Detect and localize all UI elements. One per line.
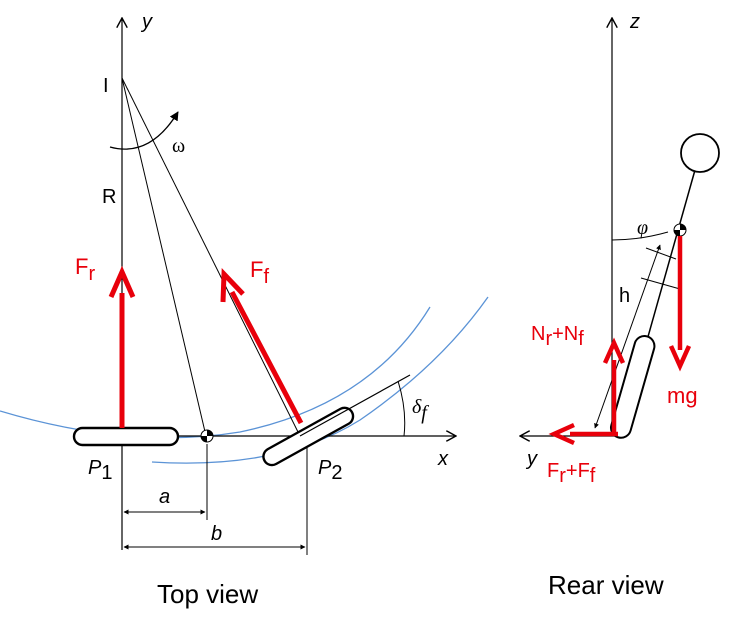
height-tick-mid: [640, 277, 681, 290]
rear-force-label: Fr: [75, 254, 95, 285]
normal-force-label: Nr+Nf: [531, 323, 584, 350]
front-wheel: [262, 406, 355, 467]
front-force-arrow: [229, 290, 304, 425]
rear-y-axis-label: y: [525, 448, 538, 470]
line-to-front-contact: [121, 77, 301, 437]
line-to-cog: [121, 77, 207, 437]
center-of-gravity-icon: [200, 429, 214, 443]
dim-b-label: b: [211, 523, 222, 545]
steer-angle-label: δf: [412, 396, 429, 424]
rear-contact-label: P1: [88, 457, 112, 484]
top-view: y x I ω R δf Fr: [0, 11, 489, 609]
rear-view-caption: Rear view: [548, 570, 664, 600]
top-view-caption: Top view: [157, 579, 258, 609]
x-axis-label: x: [437, 448, 449, 470]
rear-force-arrowhead: [108, 265, 136, 299]
center-label: I: [103, 75, 109, 97]
rear-wheel-path-arc: [0, 306, 431, 439]
omega-arrow: [109, 111, 179, 150]
lateral-force-label: Fr+Ff: [547, 460, 596, 487]
steer-angle-arc: [397, 380, 406, 437]
lateral-force-arrowhead: [548, 422, 575, 446]
front-wheel-path-arc: [151, 296, 489, 464]
rear-view: z y φ h Nr+Nf Fr+Ff: [520, 11, 720, 600]
front-contact-label: P2: [318, 457, 342, 484]
height-tick-top: [645, 247, 677, 260]
front-force-arrowhead: [220, 267, 245, 303]
steering-line: [299, 374, 411, 437]
omega-label: ω: [172, 135, 185, 157]
weight-label: mg: [667, 383, 698, 408]
y-axis-label: y: [140, 11, 153, 33]
weight-arrowhead: [668, 345, 692, 372]
lean-angle-label: φ: [637, 217, 648, 239]
dim-a-label: a: [159, 486, 170, 508]
rider-head: [680, 133, 720, 173]
height-label: h: [619, 285, 630, 307]
rear-wheel: [72, 426, 180, 447]
rider-cog-icon: [673, 223, 687, 237]
height-dim-line: [594, 244, 661, 429]
radius-label: R: [102, 186, 116, 208]
z-axis-label: z: [629, 11, 640, 33]
normal-force-arrowhead: [602, 337, 626, 364]
lean-angle-arc: [611, 231, 669, 241]
front-force-label: Ff: [250, 257, 269, 288]
